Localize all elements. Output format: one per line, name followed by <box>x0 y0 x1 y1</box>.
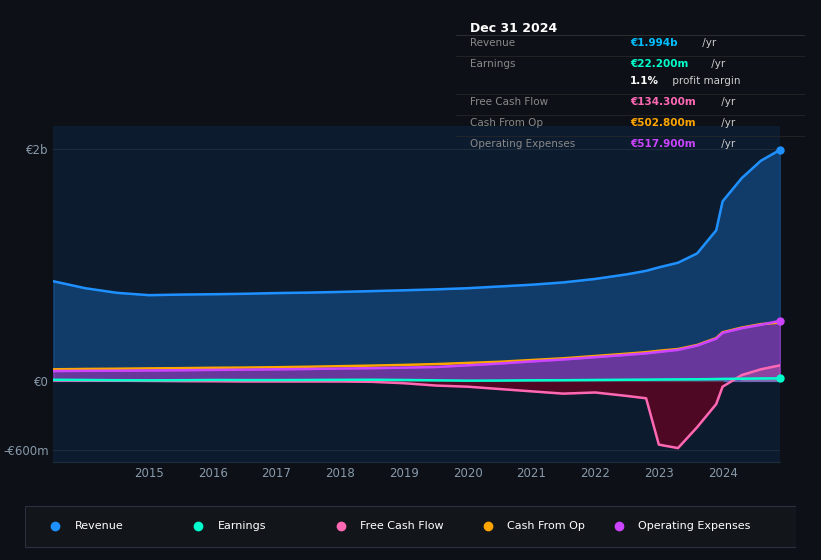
Text: Earnings: Earnings <box>470 59 515 69</box>
Text: €134.300m: €134.300m <box>631 97 696 108</box>
Text: Free Cash Flow: Free Cash Flow <box>470 97 548 108</box>
Text: Operating Expenses: Operating Expenses <box>638 521 750 531</box>
Text: €1.994b: €1.994b <box>631 38 678 48</box>
Text: Free Cash Flow: Free Cash Flow <box>360 521 444 531</box>
Text: /yr: /yr <box>718 97 736 108</box>
Text: Earnings: Earnings <box>218 521 266 531</box>
Text: Revenue: Revenue <box>470 38 515 48</box>
Text: profit margin: profit margin <box>669 77 741 86</box>
Text: Revenue: Revenue <box>75 521 123 531</box>
Text: Operating Expenses: Operating Expenses <box>470 139 575 149</box>
Text: 1.1%: 1.1% <box>631 77 659 86</box>
Text: /yr: /yr <box>718 139 736 149</box>
Text: /yr: /yr <box>718 118 736 128</box>
Text: Dec 31 2024: Dec 31 2024 <box>470 22 557 35</box>
Text: Cash From Op: Cash From Op <box>470 118 543 128</box>
Text: €517.900m: €517.900m <box>631 139 695 149</box>
Text: Cash From Op: Cash From Op <box>507 521 585 531</box>
Text: €502.800m: €502.800m <box>631 118 695 128</box>
Text: /yr: /yr <box>709 59 726 69</box>
Text: €22.200m: €22.200m <box>631 59 689 69</box>
FancyBboxPatch shape <box>25 506 796 547</box>
Text: /yr: /yr <box>699 38 716 48</box>
